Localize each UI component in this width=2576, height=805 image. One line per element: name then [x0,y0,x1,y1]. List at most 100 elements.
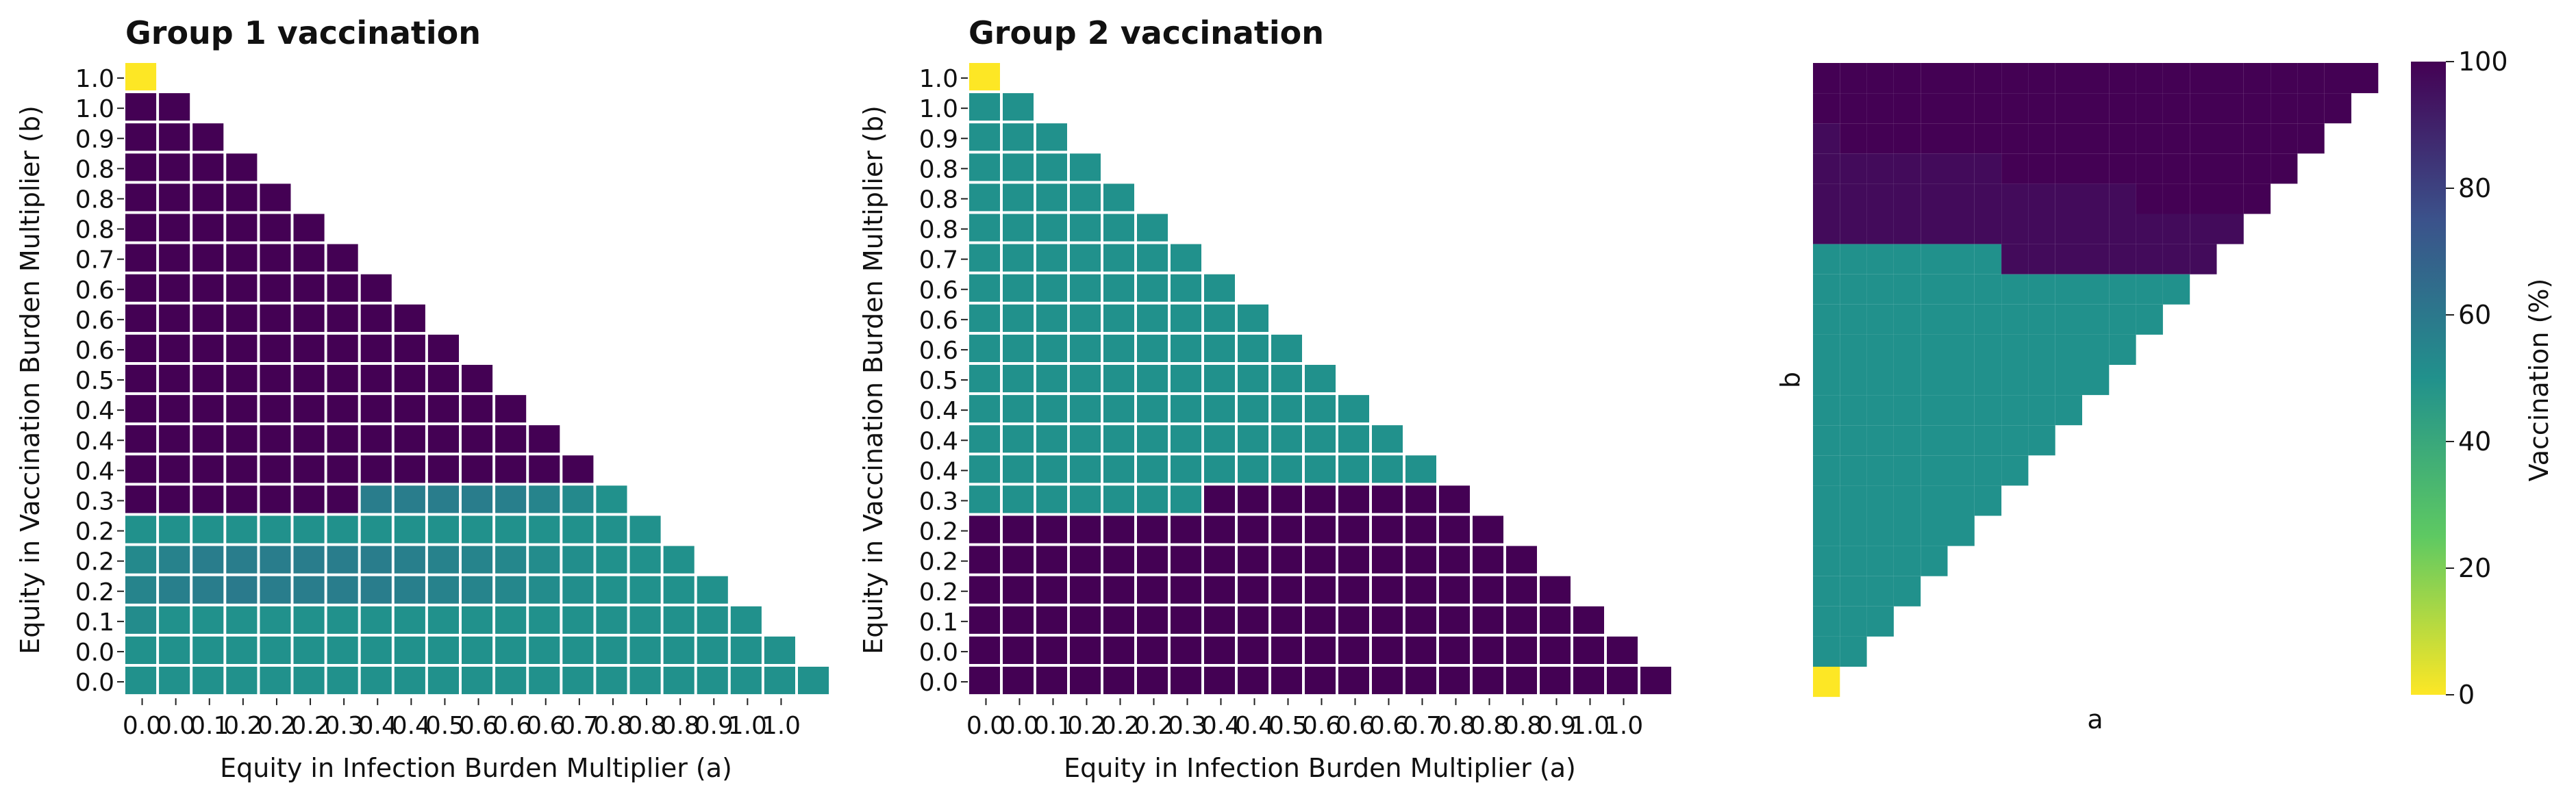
heat-cell [260,667,291,695]
colorbar [2411,62,2446,695]
heat-cell [1866,546,1894,576]
x-tick-label: 0.8 [1470,712,1509,740]
heat-cell [2001,395,2029,426]
heat-cell [1405,606,1436,634]
y-tick-label: 1.0 [919,65,958,93]
heat-cell [1003,606,1034,634]
heat-cell [1866,455,1894,486]
panel2-title: Group 2 vaccination [968,14,1324,51]
heat-cell [1840,546,1867,576]
heat-cell [2216,123,2244,154]
heat-cell [1893,274,1921,305]
heat-cell [159,485,190,513]
heat-cell [2055,93,2082,124]
heat-cell [1171,425,1201,453]
heat-cell [596,485,627,513]
heat-cell [2082,334,2110,365]
heat-cell [1921,214,1948,244]
heat-cell [1338,576,1369,604]
heat-cell [1893,93,1921,124]
heat-cell [427,455,459,483]
heat-cell [1840,63,1867,94]
heat-cell [226,515,258,544]
heat-cell [1137,214,1168,242]
heat-cell [969,425,1000,453]
heat-cell [1947,183,1975,214]
heat-cell [1921,546,1948,576]
heat-cell [1305,455,1336,483]
heat-cell [159,667,190,695]
heat-cell [192,183,224,212]
heat-cell [1866,304,1894,335]
x-tick-label: 1.0 [762,712,801,740]
heat-cell [2109,183,2136,214]
heat-cell [2109,153,2136,184]
heat-cell [2136,214,2163,244]
heat-cell [1473,576,1503,604]
heat-cell [969,546,1000,574]
heat-cell [1204,667,1235,695]
heat-cell [293,244,325,272]
heat-cell [1103,274,1134,302]
heat-cell [2001,123,2029,154]
heat-cell [293,515,325,544]
x-tick-label: 0.6 [1336,712,1375,740]
heat-cell [2162,274,2190,305]
heat-cell [1813,546,1840,576]
heat-cell [394,667,425,695]
heat-cell [125,274,157,302]
heat-cell [125,395,157,423]
panel3-heatmap [1813,63,2379,698]
heat-cell [969,576,1000,604]
heat-cell [629,515,661,544]
heat-cell [663,546,695,574]
heat-cell [1070,455,1101,483]
heat-cell [2271,123,2298,154]
heat-cell [562,455,594,483]
heat-cell [427,636,459,664]
heat-cell [2001,425,2029,456]
heat-cell [2243,93,2271,124]
heat-cell [529,485,560,513]
heat-cell [427,667,459,695]
y-tick-label: 0.1 [919,609,958,637]
heat-cell [1204,636,1235,664]
heat-cell [1813,93,1840,124]
heat-cell [1921,63,1948,94]
heat-cell [1036,183,1067,212]
heat-cell [1866,183,1894,214]
heat-cell [159,425,190,453]
heat-cell [260,244,291,272]
y-tick-label: 0.4 [919,457,958,485]
heat-cell [1271,636,1302,664]
heat-cell [327,395,358,423]
panel1-y-axis-label: Equity in Vaccination Burden Multiplier … [15,105,45,654]
heat-cell [159,546,190,574]
heat-cell [125,667,157,695]
heat-cell [1372,515,1403,544]
heat-cell [1271,395,1302,423]
heat-cell [1036,365,1067,393]
heat-cell [159,123,190,151]
heat-cell [327,606,358,634]
heat-cell [1103,183,1134,212]
heat-cell [2082,63,2110,94]
heat-cell [969,395,1000,423]
heat-cell [1813,515,1840,546]
y-tick-label: 0.2 [919,518,958,546]
heat-cell [1204,546,1235,574]
heat-cell [159,214,190,242]
heat-cell [1305,636,1336,664]
heat-cell [529,667,560,695]
heat-cell [1070,515,1101,544]
heat-cell [2162,244,2190,274]
heat-cell [1271,425,1302,453]
heat-cell [2028,183,2055,214]
heat-cell [1204,395,1235,423]
heat-cell [2055,214,2082,244]
heat-cell [360,274,392,302]
heat-cell [2243,123,2271,154]
y-tick-label: 0.3 [919,487,958,515]
heat-cell [1003,183,1034,212]
heat-cell [394,425,425,453]
